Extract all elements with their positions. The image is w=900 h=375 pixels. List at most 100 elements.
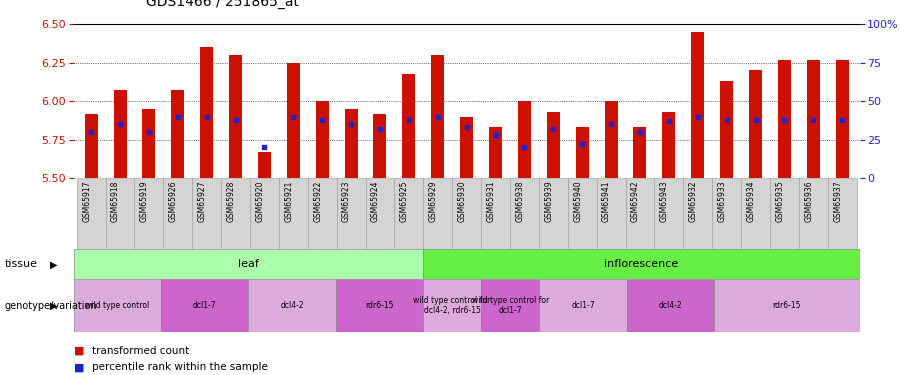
- Bar: [250, 178, 279, 249]
- Bar: [626, 279, 714, 332]
- Bar: [76, 178, 105, 249]
- Text: GSM65935: GSM65935: [776, 180, 785, 222]
- Text: GSM65941: GSM65941: [602, 180, 611, 222]
- Text: leaf: leaf: [238, 260, 259, 269]
- Text: GSM65936: GSM65936: [805, 180, 814, 222]
- Point: [229, 117, 243, 123]
- Bar: [634, 128, 646, 178]
- Text: dcl4-2: dcl4-2: [659, 301, 682, 310]
- Point: [401, 117, 416, 123]
- Bar: [714, 279, 860, 332]
- Bar: [345, 109, 357, 178]
- Bar: [683, 178, 712, 249]
- Bar: [778, 60, 791, 178]
- Text: GSM65927: GSM65927: [198, 180, 207, 222]
- Bar: [539, 279, 626, 332]
- Point: [806, 117, 821, 123]
- Text: wild type control: wild type control: [86, 301, 149, 310]
- Text: dcl4-2: dcl4-2: [280, 301, 304, 310]
- Text: GSM65926: GSM65926: [169, 180, 178, 222]
- Bar: [423, 249, 860, 279]
- Point: [835, 117, 850, 123]
- Bar: [85, 114, 97, 178]
- Point: [459, 124, 473, 130]
- Point: [546, 126, 561, 132]
- Bar: [799, 178, 828, 249]
- Point: [373, 126, 387, 132]
- Point: [719, 117, 733, 123]
- Bar: [539, 178, 568, 249]
- Bar: [423, 279, 482, 332]
- Bar: [316, 101, 328, 178]
- Point: [518, 144, 532, 150]
- Text: ▶: ▶: [50, 301, 58, 310]
- Text: GSM65933: GSM65933: [717, 180, 726, 222]
- Point: [286, 114, 301, 120]
- Bar: [691, 32, 704, 178]
- Point: [200, 114, 214, 120]
- Point: [84, 129, 98, 135]
- Point: [662, 118, 676, 124]
- Bar: [142, 109, 156, 178]
- Point: [604, 122, 618, 128]
- Bar: [605, 101, 617, 178]
- Text: GSM65918: GSM65918: [111, 180, 120, 222]
- Text: rdr6-15: rdr6-15: [365, 301, 393, 310]
- Text: dcl1-7: dcl1-7: [193, 301, 217, 310]
- Text: GSM65939: GSM65939: [544, 180, 554, 222]
- Text: GSM65922: GSM65922: [313, 180, 322, 222]
- Text: GSM65929: GSM65929: [428, 180, 437, 222]
- Bar: [258, 152, 271, 178]
- Text: ■: ■: [74, 363, 85, 372]
- Text: GSM65919: GSM65919: [140, 180, 148, 222]
- Text: GSM65930: GSM65930: [457, 180, 466, 222]
- Bar: [482, 279, 539, 332]
- Text: genotype/variation: genotype/variation: [4, 301, 97, 310]
- Point: [690, 114, 705, 120]
- Bar: [163, 178, 193, 249]
- Text: GSM65928: GSM65928: [227, 180, 236, 222]
- Text: ▶: ▶: [50, 260, 58, 269]
- Point: [778, 117, 792, 123]
- Bar: [741, 178, 770, 249]
- Bar: [279, 178, 308, 249]
- Bar: [452, 178, 482, 249]
- Bar: [720, 81, 733, 178]
- Bar: [423, 178, 452, 249]
- Bar: [105, 178, 134, 249]
- Text: GSM65938: GSM65938: [516, 180, 525, 222]
- Text: GSM65925: GSM65925: [400, 180, 409, 222]
- Bar: [576, 128, 589, 178]
- Bar: [161, 279, 248, 332]
- Bar: [171, 90, 184, 178]
- Text: GSM65920: GSM65920: [256, 180, 265, 222]
- Bar: [489, 128, 502, 178]
- Bar: [749, 70, 762, 178]
- Text: GSM65923: GSM65923: [342, 180, 351, 222]
- Bar: [337, 178, 365, 249]
- Text: GDS1466 / 251865_at: GDS1466 / 251865_at: [146, 0, 299, 9]
- Point: [171, 114, 185, 120]
- Text: percentile rank within the sample: percentile rank within the sample: [92, 363, 267, 372]
- Bar: [568, 178, 597, 249]
- Point: [141, 129, 156, 135]
- Bar: [336, 279, 423, 332]
- Text: transformed count: transformed count: [92, 346, 189, 355]
- Point: [257, 144, 272, 150]
- Text: wild type control for
dcl4-2, rdr6-15: wild type control for dcl4-2, rdr6-15: [413, 296, 491, 315]
- Point: [748, 117, 762, 123]
- Bar: [662, 112, 675, 178]
- Text: GSM65934: GSM65934: [746, 180, 755, 222]
- Bar: [221, 178, 250, 249]
- Bar: [431, 55, 445, 178]
- Bar: [74, 279, 161, 332]
- Bar: [248, 279, 336, 332]
- Point: [344, 122, 358, 128]
- Text: tissue: tissue: [4, 260, 38, 269]
- Text: GSM65940: GSM65940: [573, 180, 582, 222]
- Text: GSM65917: GSM65917: [82, 180, 91, 222]
- Text: ■: ■: [74, 346, 85, 355]
- Bar: [482, 178, 510, 249]
- Text: wild type control for
dcl1-7: wild type control for dcl1-7: [472, 296, 549, 315]
- Bar: [510, 178, 539, 249]
